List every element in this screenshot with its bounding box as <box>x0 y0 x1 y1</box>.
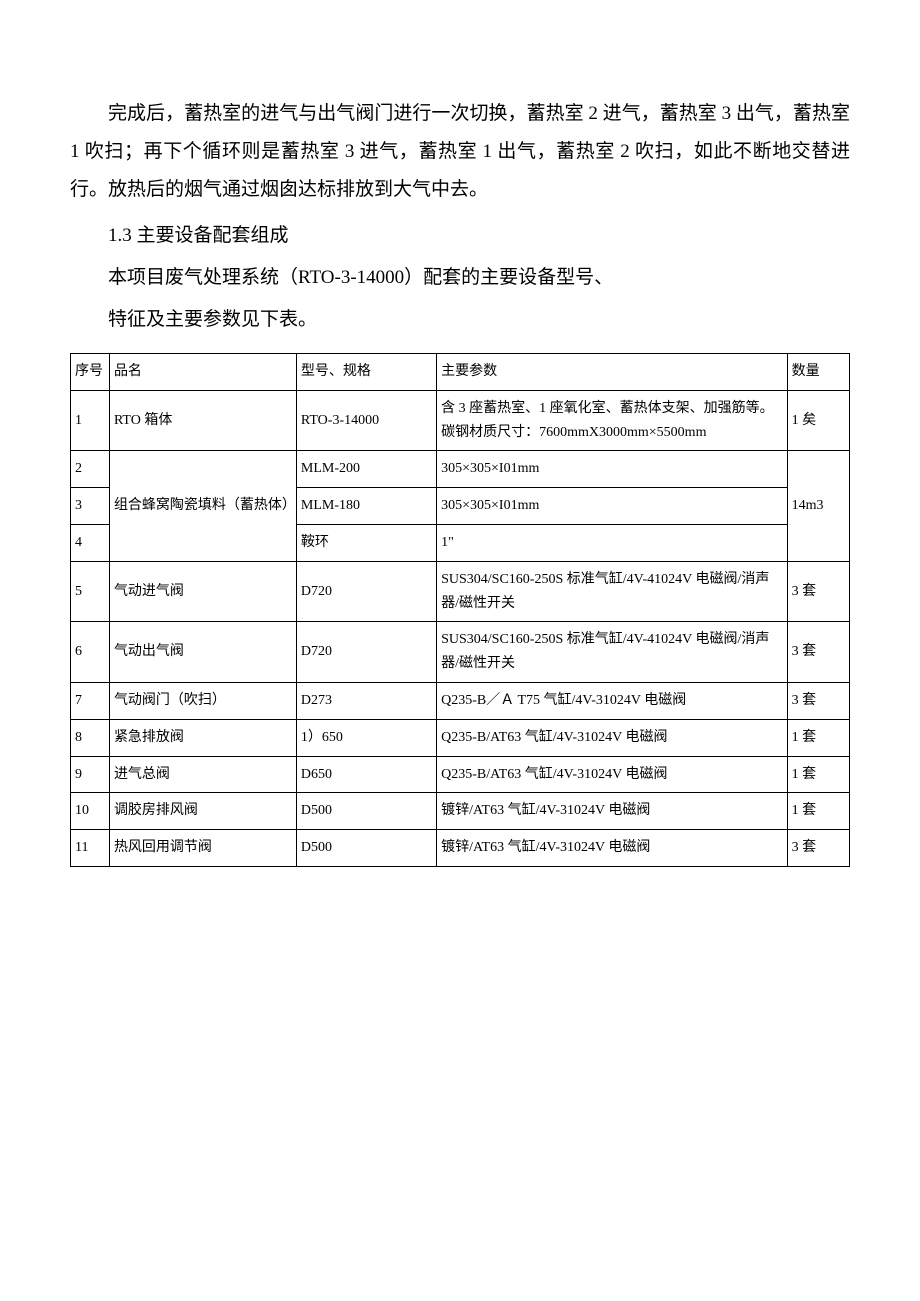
paragraph-continuation: 完成后，蓄热室的进气与出气阀门进行一次切换，蓄热室 2 进气，蓄热室 3 出气，… <box>70 95 850 209</box>
table-row: 7 气动阀门（吹扫） D273 Q235-B／Ａ T75 气缸/4V-31024… <box>71 682 850 719</box>
cell-seq: 4 <box>71 524 110 561</box>
cell-seq: 7 <box>71 682 110 719</box>
cell-model: D720 <box>296 622 436 683</box>
cell-param: Q235-B/AT63 气缸/4V-31024V 电磁阀 <box>437 719 788 756</box>
table-row: 6 气动出气阀 D720 SUS304/SC160-250S 标准气缸/4V-4… <box>71 622 850 683</box>
cell-model: D500 <box>296 793 436 830</box>
cell-param: SUS304/SC160-250S 标准气缸/4V-41024V 电磁阀/消声器… <box>437 622 788 683</box>
header-seq: 序号 <box>71 354 110 391</box>
cell-param: 含 3 座蓄热室、1 座氧化室、蓄热体支架、加强筋等。碳钢材质尺寸：7600mm… <box>437 390 788 451</box>
cell-model: RTO-3-14000 <box>296 390 436 451</box>
cell-param: 1" <box>437 524 788 561</box>
cell-model: 鞍环 <box>296 524 436 561</box>
cell-seq: 8 <box>71 719 110 756</box>
cell-qty: 3 套 <box>787 830 849 867</box>
cell-name: 热风回用调节阀 <box>109 830 296 867</box>
cell-seq: 2 <box>71 451 110 488</box>
header-name: 品名 <box>109 354 296 391</box>
cell-name: 气动阀门（吹扫） <box>109 682 296 719</box>
cell-param: 镀锌/AT63 气缸/4V-31024V 电磁阀 <box>437 830 788 867</box>
cell-model: 1）650 <box>296 719 436 756</box>
cell-param: Q235-B/AT63 气缸/4V-31024V 电磁阀 <box>437 756 788 793</box>
cell-seq: 3 <box>71 488 110 525</box>
table-row: 9 进气总阀 D650 Q235-B/AT63 气缸/4V-31024V 电磁阀… <box>71 756 850 793</box>
cell-qty: 1 矣 <box>787 390 849 451</box>
table-row: 2 组合蜂窝陶瓷填料（蓄热体） MLM-200 305×305×I01mm 14… <box>71 451 850 488</box>
cell-model: D650 <box>296 756 436 793</box>
table-intro-line2: 特征及主要参数见下表。 <box>70 301 850 339</box>
cell-param: SUS304/SC160-250S 标准气缸/4V-41024V 电磁阀/消声器… <box>437 561 788 622</box>
cell-name: 气动出气阀 <box>109 622 296 683</box>
cell-qty: 3 套 <box>787 561 849 622</box>
cell-qty: 3 套 <box>787 682 849 719</box>
cell-param: 305×305×I01mm <box>437 451 788 488</box>
cell-seq: 6 <box>71 622 110 683</box>
table-row: 11 热风回用调节阀 D500 镀锌/AT63 气缸/4V-31024V 电磁阀… <box>71 830 850 867</box>
cell-qty: 1 套 <box>787 719 849 756</box>
cell-seq: 10 <box>71 793 110 830</box>
cell-name: RTO 箱体 <box>109 390 296 451</box>
cell-model: MLM-200 <box>296 451 436 488</box>
cell-name: 紧急排放阀 <box>109 719 296 756</box>
table-row: 8 紧急排放阀 1）650 Q235-B/AT63 气缸/4V-31024V 电… <box>71 719 850 756</box>
cell-model: D500 <box>296 830 436 867</box>
cell-name: 进气总阀 <box>109 756 296 793</box>
cell-param: 305×305×I01mm <box>437 488 788 525</box>
cell-qty-merged: 14m3 <box>787 451 849 561</box>
cell-name: 调胶房排风阀 <box>109 793 296 830</box>
equipment-table: 序号 品名 型号、规格 主要参数 数量 1 RTO 箱体 RTO-3-14000… <box>70 353 850 867</box>
table-row: 5 气动进气阀 D720 SUS304/SC160-250S 标准气缸/4V-4… <box>71 561 850 622</box>
cell-param: Q235-B／Ａ T75 气缸/4V-31024V 电磁阀 <box>437 682 788 719</box>
table-row: 10 调胶房排风阀 D500 镀锌/AT63 气缸/4V-31024V 电磁阀 … <box>71 793 850 830</box>
cell-seq: 1 <box>71 390 110 451</box>
cell-qty: 1 套 <box>787 793 849 830</box>
cell-param: 镀锌/AT63 气缸/4V-31024V 电磁阀 <box>437 793 788 830</box>
table-intro-line1: 本项目废气处理系统（RTO-3-14000）配套的主要设备型号、 <box>70 259 850 297</box>
cell-qty: 3 套 <box>787 622 849 683</box>
table-row: 1 RTO 箱体 RTO-3-14000 含 3 座蓄热室、1 座氧化室、蓄热体… <box>71 390 850 451</box>
cell-model: D720 <box>296 561 436 622</box>
header-qty: 数量 <box>787 354 849 391</box>
cell-seq: 9 <box>71 756 110 793</box>
header-param: 主要参数 <box>437 354 788 391</box>
table-header-row: 序号 品名 型号、规格 主要参数 数量 <box>71 354 850 391</box>
cell-seq: 11 <box>71 830 110 867</box>
cell-model: MLM-180 <box>296 488 436 525</box>
cell-name: 气动进气阀 <box>109 561 296 622</box>
cell-qty: 1 套 <box>787 756 849 793</box>
section-heading: 1.3 主要设备配套组成 <box>70 217 850 255</box>
cell-seq: 5 <box>71 561 110 622</box>
cell-model: D273 <box>296 682 436 719</box>
header-model: 型号、规格 <box>296 354 436 391</box>
cell-name-merged: 组合蜂窝陶瓷填料（蓄热体） <box>109 451 296 561</box>
